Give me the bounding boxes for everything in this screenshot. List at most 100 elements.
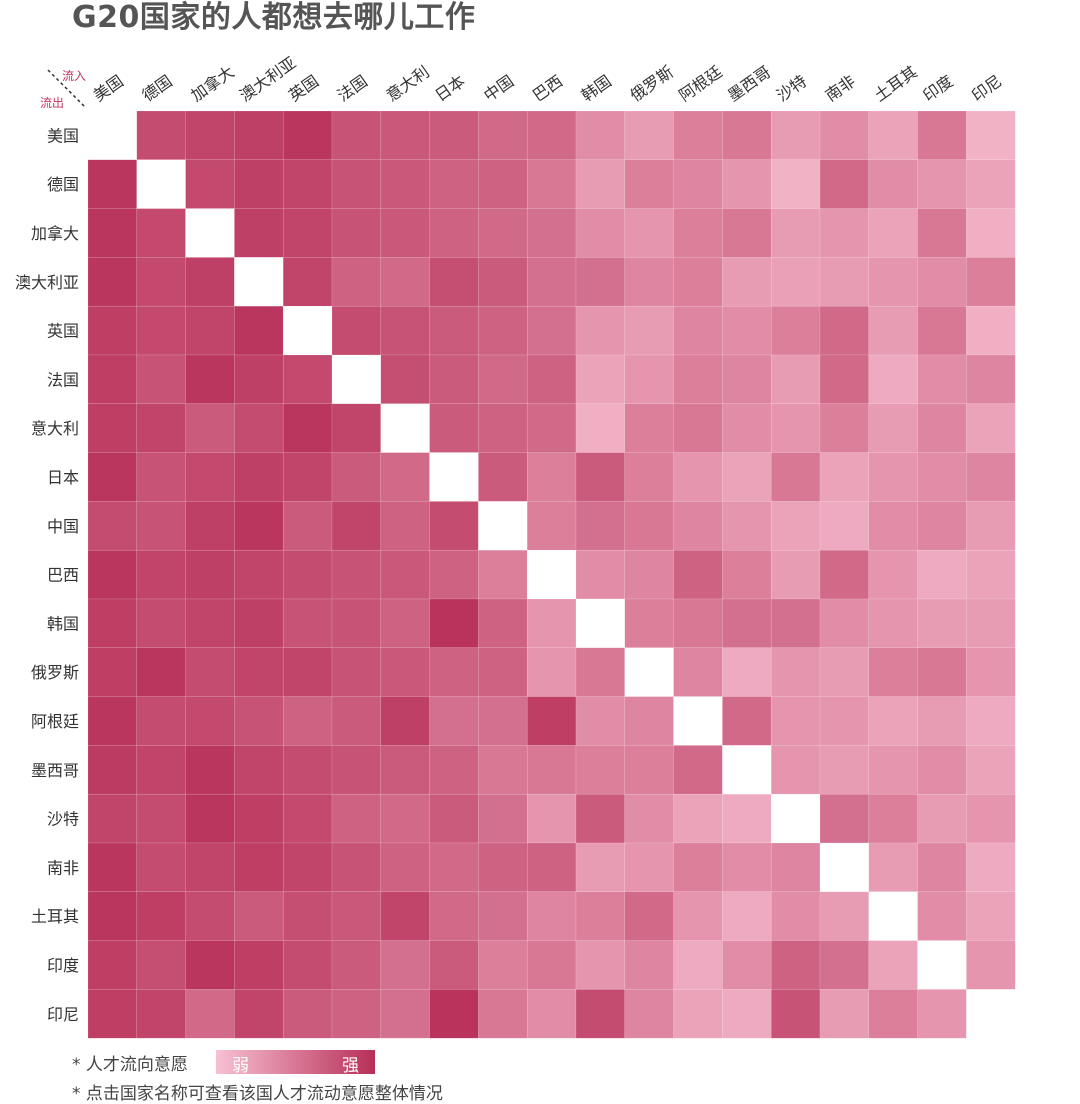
y-tick-label[interactable]: 意大利: [31, 419, 79, 438]
heatmap-cell: [380, 598, 430, 649]
x-tick-label[interactable]: 韩国: [578, 71, 615, 105]
heatmap-cell: [234, 354, 284, 405]
heatmap-cell: [673, 403, 723, 453]
heatmap-cell: [575, 452, 626, 502]
x-tick-label[interactable]: 墨西哥: [724, 62, 774, 105]
heatmap-cell: [868, 110, 918, 161]
heatmap-cell: [136, 745, 186, 795]
heatmap-cell: [624, 842, 674, 893]
heatmap-cell: [331, 159, 382, 209]
heatmap-cell: [770, 842, 821, 893]
heatmap-cell: [331, 208, 382, 258]
legend-color-bar: [216, 1050, 375, 1074]
x-tick-label[interactable]: 英国: [285, 71, 322, 105]
y-tick-label[interactable]: 土耳其: [31, 907, 79, 926]
heatmap-cell: [136, 501, 186, 551]
heatmap-cell: [868, 842, 918, 893]
y-tick-label[interactable]: 阿根廷: [31, 712, 79, 731]
heatmap-cell: [966, 842, 1016, 893]
heatmap-cell: [136, 891, 186, 941]
heatmap-cell: [770, 403, 821, 453]
heatmap-cell: [819, 452, 870, 502]
y-tick-label[interactable]: 德国: [47, 175, 79, 194]
heatmap-cell: [966, 452, 1016, 502]
heatmap-cell: [722, 354, 772, 405]
x-tick-label[interactable]: 阿根廷: [675, 62, 725, 105]
heatmap-cell: [282, 354, 333, 405]
x-tick-label[interactable]: 日本: [431, 71, 468, 105]
heatmap-cell: [770, 305, 821, 356]
heatmap-cell: [917, 305, 967, 356]
x-tick-label[interactable]: 巴西: [529, 71, 566, 105]
x-tick-label[interactable]: 俄罗斯: [627, 62, 677, 105]
heatmap-cell: [526, 452, 577, 502]
heatmap-cell: [234, 159, 284, 209]
y-tick-label[interactable]: 俄罗斯: [31, 663, 79, 682]
x-tick-label[interactable]: 加拿大: [187, 62, 237, 105]
x-tick-label[interactable]: 法国: [334, 71, 371, 105]
heatmap-cell: [331, 696, 382, 746]
x-tick-label[interactable]: 意大利: [383, 62, 433, 105]
x-tick-label[interactable]: 印度: [919, 71, 956, 105]
heatmap-cell: [526, 549, 577, 600]
heatmap-cell: [917, 208, 967, 258]
heatmap-cell: [331, 598, 382, 649]
heatmap-cell: [526, 989, 577, 1039]
heatmap-cell: [478, 842, 528, 893]
page-title: G20国家的人都想去哪儿工作: [72, 0, 476, 35]
heatmap-cell: [868, 159, 918, 209]
x-tick-label[interactable]: 南非: [822, 71, 859, 105]
heatmap-cell: [673, 110, 723, 161]
y-tick-label[interactable]: 印度: [47, 956, 79, 975]
heatmap-cell: [234, 793, 284, 844]
heatmap-cell: [819, 989, 870, 1039]
y-tick-label[interactable]: 印尼: [47, 1005, 79, 1024]
heatmap-cell: [380, 110, 430, 161]
x-tick-label[interactable]: 中国: [480, 71, 517, 105]
x-tick-label[interactable]: 德国: [139, 71, 176, 105]
x-tick-label[interactable]: 土耳其: [871, 62, 921, 105]
heatmap-cell: [185, 598, 235, 649]
heatmap-cell: [966, 257, 1016, 307]
heatmap-cell: [282, 403, 333, 453]
y-tick-label[interactable]: 美国: [47, 126, 79, 145]
heatmap-cell: [526, 696, 577, 746]
heatmap-cell: [429, 257, 479, 307]
y-tick-label[interactable]: 法国: [47, 370, 79, 389]
y-tick-label[interactable]: 巴西: [47, 566, 79, 585]
heatmap-cell: [87, 305, 138, 356]
heatmap-cell: [722, 696, 772, 746]
heatmap-cell: [136, 842, 186, 893]
heatmap-cell: [87, 647, 138, 697]
x-tick-label[interactable]: 沙特: [773, 71, 810, 105]
heatmap-cell: [917, 696, 967, 746]
heatmap-cell: [331, 257, 382, 307]
x-tick-label[interactable]: 美国: [90, 71, 127, 105]
y-tick-label[interactable]: 南非: [47, 858, 79, 877]
heatmap-cell: [87, 696, 138, 746]
heatmap-cell: [87, 354, 138, 405]
heatmap-cell: [331, 940, 382, 990]
heatmap-cell: [624, 501, 674, 551]
y-tick-label[interactable]: 中国: [47, 517, 79, 536]
heatmap-cell: [234, 647, 284, 697]
x-tick-label[interactable]: 印尼: [968, 71, 1005, 105]
heatmap-cell: [478, 159, 528, 209]
y-tick-label[interactable]: 墨西哥: [31, 761, 79, 780]
heatmap-cell: [819, 793, 870, 844]
y-tick-label[interactable]: 沙特: [47, 810, 79, 829]
heatmap-cell: [575, 354, 626, 405]
heatmap-cell: [234, 403, 284, 453]
y-tick-label[interactable]: 英国: [47, 322, 79, 341]
y-tick-label[interactable]: 日本: [47, 468, 79, 487]
heatmap-cell: [234, 305, 284, 356]
legend-label: * 人才流向意愿: [72, 1055, 188, 1075]
heatmap-cell: [282, 842, 333, 893]
y-tick-label[interactable]: 韩国: [47, 614, 79, 633]
y-tick-label[interactable]: 澳大利亚: [15, 273, 79, 292]
heatmap-cell: [136, 452, 186, 502]
heatmap-cell: [575, 989, 626, 1039]
y-tick-label[interactable]: 加拿大: [31, 224, 79, 243]
heatmap-cell: [819, 842, 870, 893]
heatmap-cell: [917, 354, 967, 405]
